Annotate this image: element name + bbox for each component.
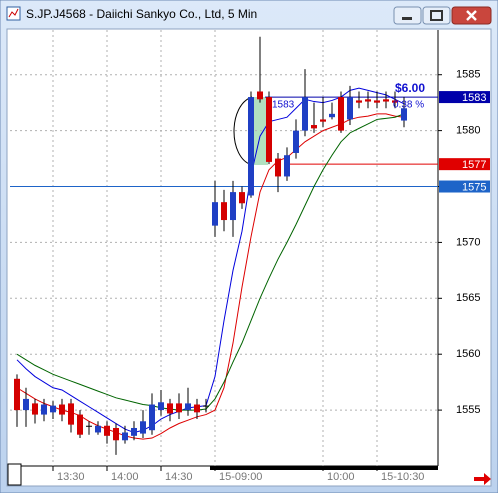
x-tick-label: 15-10:30 [381,471,424,483]
app-icon-glyph [8,8,19,18]
scroll-arrow[interactable] [474,473,491,485]
candle-body [77,414,83,435]
candle-body [338,97,344,131]
maximize-glyph [430,10,443,21]
candle-body [230,192,236,221]
minimize-button[interactable] [393,6,422,25]
price-tag [439,158,490,171]
maximize-button[interactable] [422,6,451,25]
candle-body [347,97,353,120]
candle-body [302,97,308,131]
candle-body [23,398,29,411]
y-tick-label: 1570 [456,236,480,248]
scroll-box[interactable] [7,463,22,486]
candle-body [50,405,56,413]
candle-body [185,403,191,411]
y-tick-label: 1585 [456,69,480,81]
candle-body [374,100,380,103]
candle-body [167,403,173,414]
x-tick-label: 14:00 [111,471,139,483]
price-tag-label: 1575 [462,181,486,193]
window-title: S.JP.J4568 - Daiichi Sankyo Co., Ltd, 5 … [26,7,257,21]
selection-arc [233,96,253,166]
candle-body [311,125,317,129]
candle-body [194,404,200,413]
candle-body [131,427,137,436]
candle-body [68,403,74,425]
minimize-glyph [402,17,412,20]
candle-body [365,99,371,102]
candle-body [212,202,218,226]
plot: 1555 1560 1565 1570 1575 1580 1585 13:30 14:00 14… [10,30,490,483]
price-tag [439,180,490,193]
y-tick-label: 1565 [456,292,480,304]
price-tag-label: 1583 [462,92,486,104]
candle-body [320,119,326,122]
candle-body [14,378,20,411]
candle-body [59,404,65,415]
x-tick-label: 15-09:00 [219,471,262,483]
price-tag [439,91,490,104]
candle-body [104,425,110,436]
candle-body [275,158,281,177]
y-tick-label: 1560 [456,348,480,360]
candle-body [176,403,182,413]
candle-body [86,425,92,427]
x-tick-label: 14:30 [165,471,193,483]
candle-body [95,425,101,433]
candle-body [149,404,155,431]
candle-body [158,402,164,411]
ma-line [16,113,405,411]
candle-body [32,403,38,415]
level-label: 1583 [272,100,295,111]
x-tick-label: 13:30 [57,471,85,483]
candle-body [203,405,209,407]
candle-body [122,432,128,441]
y-tick-label: 1580 [456,125,480,137]
change-label: $6.00 [395,81,425,95]
close-glyph [466,10,477,21]
candle-body [329,113,335,118]
change-pct-label: 0.38 % [393,100,424,111]
candle-body [266,97,272,162]
candle-body [257,91,263,100]
candle-body [41,404,47,415]
candle-body [284,155,290,177]
x-tick-label: 10:00 [327,471,355,483]
candle-body [356,100,362,103]
candle-body [113,427,119,441]
price-tag-label: 1577 [462,159,486,171]
candle-body [248,97,254,196]
candle-body [239,192,245,204]
candle-body [401,108,407,121]
y-tick-label: 1555 [456,404,480,416]
session-bar [210,466,438,470]
candle-body [392,100,398,103]
candle-body [383,99,389,102]
candle-body [140,421,146,434]
candle-body [293,130,299,153]
candle-body [221,202,227,221]
